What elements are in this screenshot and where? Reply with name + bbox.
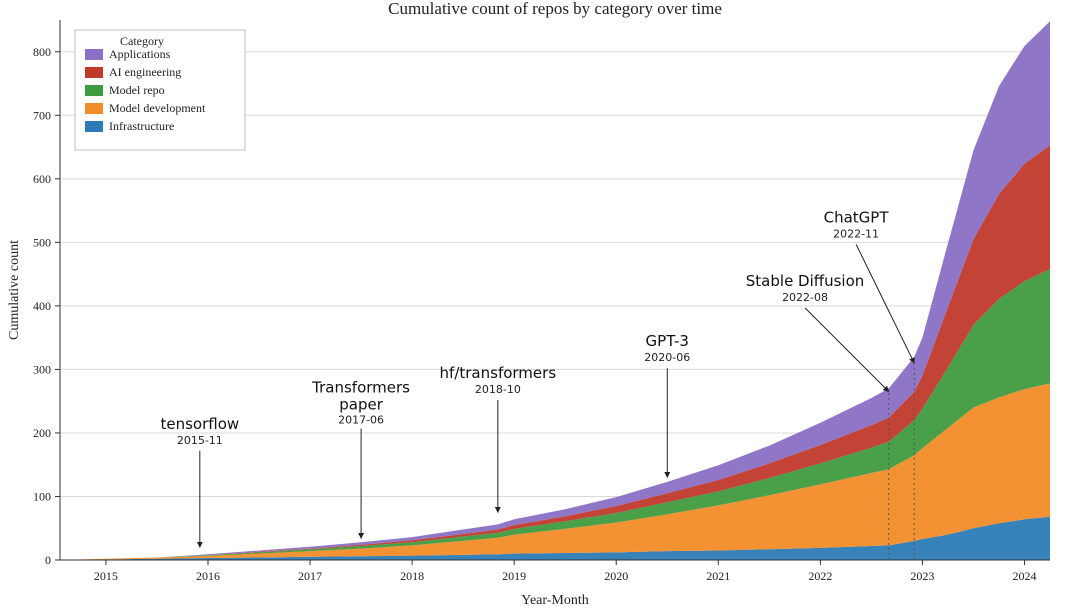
annotation-text: GPT-3 — [646, 332, 689, 350]
x-tick-label: 2020 — [604, 569, 628, 583]
annotation-text: Transformers — [311, 379, 410, 397]
y-tick-label: 600 — [33, 172, 51, 186]
y-tick-label: 200 — [33, 426, 51, 440]
x-tick-label: 2019 — [502, 569, 526, 583]
annotation-text: ChatGPT — [824, 208, 890, 226]
y-tick-label: 400 — [33, 299, 51, 313]
x-tick-label: 2022 — [808, 569, 832, 583]
legend-label: Model development — [109, 101, 206, 115]
x-axis-label: Year-Month — [521, 593, 589, 608]
y-tick-label: 0 — [45, 553, 51, 567]
y-tick-label: 700 — [33, 108, 51, 122]
y-axis-label: Cumulative count — [7, 240, 22, 340]
annotation-text: paper — [339, 396, 383, 414]
stacked-area-chart: 2015 2016 2017 2018 2019 2020 2021 2022 2023 2024… — [0, 0, 1080, 608]
x-tick-label: 2024 — [1012, 569, 1036, 583]
annotation-text: hf/transformers — [440, 364, 557, 382]
legend-label: AI engineering — [109, 65, 181, 79]
chart-title: Cumulative count of repos by category ov… — [388, 0, 722, 18]
annotation-text: Stable Diffusion — [746, 272, 865, 290]
annotation-text: 2018-10 — [475, 383, 521, 396]
annotation-text: 2022-08 — [782, 291, 828, 304]
x-tick-label: 2018 — [400, 569, 424, 583]
legend-swatch — [85, 121, 103, 132]
y-tick-label: 800 — [33, 45, 51, 59]
legend-swatch — [85, 85, 103, 96]
legend-swatch — [85, 67, 103, 78]
legend-title: Category — [120, 34, 164, 48]
legend-label: Infrastructure — [109, 119, 174, 133]
y-tick-label: 500 — [33, 235, 51, 249]
annotation-text: 2015-11 — [177, 434, 223, 447]
annotation-text: 2017-06 — [338, 414, 384, 427]
y-tick-label: 300 — [33, 362, 51, 376]
y-tick-label: 100 — [33, 489, 51, 503]
annotation-text: tensorflow — [160, 415, 239, 433]
chart-root: 2015 2016 2017 2018 2019 2020 2021 2022 2023 2024… — [0, 0, 1080, 608]
legend-label: Model repo — [109, 83, 165, 97]
annotation-text: 2020-06 — [644, 351, 690, 364]
legend-swatch — [85, 103, 103, 114]
x-tick-label: 2021 — [706, 569, 730, 583]
x-tick-label: 2015 — [94, 569, 118, 583]
legend: CategoryApplications AI engineering Model … — [75, 30, 245, 150]
legend-label: Applications — [109, 47, 171, 61]
x-tick-label: 2023 — [910, 569, 934, 583]
legend-swatch — [85, 49, 103, 60]
annotation-text: 2022-11 — [833, 227, 879, 240]
x-tick-label: 2016 — [196, 569, 220, 583]
x-tick-label: 2017 — [298, 569, 322, 583]
